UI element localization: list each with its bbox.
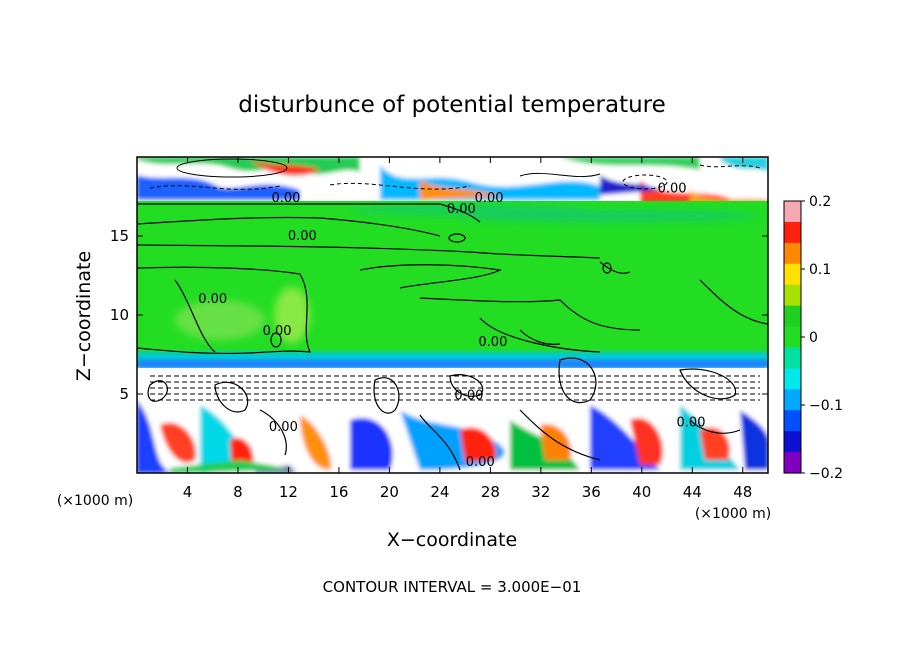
colorbar-swatch — [784, 305, 801, 328]
contour-label: 0.00 — [447, 202, 476, 217]
lower-contours — [147, 357, 741, 471]
contour-interval-note: CONTOUR INTERVAL = 3.000E−01 — [323, 578, 582, 596]
mid-contours — [137, 203, 768, 355]
lower-band — [137, 400, 768, 473]
contour-label: 0.00 — [454, 389, 483, 404]
contour-label: 0.00 — [475, 191, 504, 206]
y-tick-label: 10 — [110, 306, 129, 324]
colorbar-tick-label: −0.1 — [809, 398, 843, 414]
plot-field — [137, 157, 768, 473]
contour-label: 0.00 — [263, 324, 292, 339]
x-tick-label: 48 — [733, 483, 752, 501]
x-tick-label: 8 — [233, 483, 243, 501]
colorbar-swatch — [784, 452, 801, 474]
x-tick-label: 32 — [531, 483, 550, 501]
contour-label: 0.00 — [269, 420, 298, 435]
x-unit-label-left: (×1000 m) — [57, 493, 133, 509]
colorbar: 0.2 0.1 0 −0.1 −0.2 — [783, 194, 843, 482]
x-tick-label: 28 — [481, 483, 500, 501]
x-unit-label-right: (×1000 m) — [695, 506, 771, 522]
colorbar-swatch — [784, 263, 801, 286]
upper-contours — [149, 158, 761, 190]
contour-label: 0.00 — [198, 292, 227, 307]
x-tick-label: 36 — [582, 483, 601, 501]
neutral-variations — [175, 205, 760, 343]
contour-label: 0.00 — [658, 182, 687, 197]
chart-title: disturbunce of potential temperature — [238, 92, 666, 118]
x-tick-label: 16 — [329, 483, 348, 501]
contour-label: 0.00 — [677, 415, 706, 430]
x-tick-label: 44 — [683, 483, 702, 501]
colorbar-tick-label: 0.1 — [809, 262, 831, 278]
colorbar-tick-label: 0 — [809, 330, 818, 346]
x-tick-label: 24 — [430, 483, 449, 501]
x-axis-label: X−coordinate — [387, 529, 517, 551]
x-tick-label: 40 — [632, 483, 651, 501]
colorbar-swatch — [784, 431, 801, 453]
neutral-layer — [137, 201, 768, 366]
colorbar-swatch — [784, 221, 801, 244]
colorbar-swatch — [784, 326, 801, 349]
contour-labels: 0.000.000.000.000.000.000.000.000.000.00… — [198, 182, 706, 470]
colorbar-swatch — [784, 410, 801, 432]
colorbar-swatch — [784, 201, 801, 223]
contour-label: 0.00 — [288, 229, 317, 244]
colorbar-swatch — [784, 389, 801, 411]
colorbar-swatch — [784, 284, 801, 307]
contour-label: 0.00 — [271, 191, 300, 206]
colorbar-swatches — [784, 201, 801, 474]
contour-label: 0.00 — [478, 335, 507, 350]
x-tick-label: 20 — [380, 483, 399, 501]
colorbar-ticks: 0.2 0.1 0 −0.1 −0.2 — [801, 194, 843, 482]
y-axis-label: Z−coordinate — [73, 251, 95, 381]
colorbar-swatch — [784, 242, 801, 265]
y-tick-label: 5 — [119, 385, 129, 403]
stable-band-contours — [150, 375, 760, 401]
x-tick-label: 4 — [183, 483, 193, 501]
colorbar-swatch — [784, 347, 801, 369]
contour-label: 0.00 — [466, 455, 495, 470]
colorbar-swatch — [784, 368, 801, 390]
colorbar-tick-label: −0.2 — [809, 466, 843, 482]
colorbar-tick-label: 0.2 — [809, 194, 831, 210]
x-tick-label: 12 — [279, 483, 298, 501]
y-tick-label: 15 — [110, 227, 129, 245]
